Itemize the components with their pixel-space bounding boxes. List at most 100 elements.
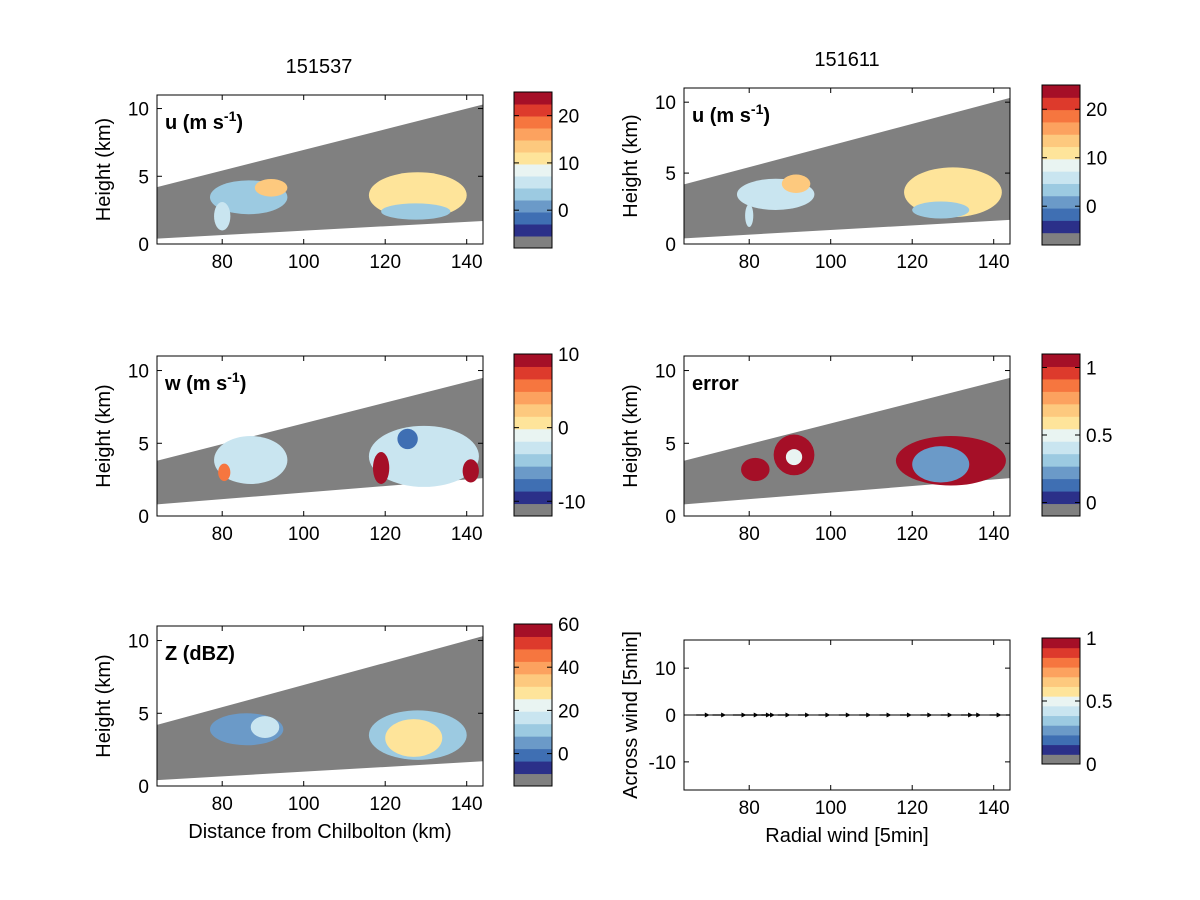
colorbar-band	[1042, 478, 1080, 492]
colorbar-band	[1042, 453, 1080, 467]
colorbar-band	[1042, 491, 1080, 505]
y-tick-label: 5	[138, 167, 149, 188]
panel-label-err: error	[692, 373, 739, 395]
colorbar-band	[514, 761, 552, 775]
colorbar-band	[514, 503, 552, 517]
echo-region-w1-0	[214, 436, 288, 484]
colorbar-frame	[513, 623, 553, 787]
colorbar-frame	[1041, 84, 1081, 246]
y-tick-label: 10	[655, 659, 676, 680]
x-tick-label: 80	[739, 798, 760, 819]
colorbar-tick-label: 20	[558, 701, 579, 722]
colorbar-band	[1042, 403, 1080, 417]
y-tick-label: -10	[649, 753, 676, 774]
colorbar-tick-label: 0	[1086, 197, 1097, 218]
panel-u1: 80 100 120 140 0 5 10 Height (km) u (m s-1) 0 10 20	[93, 91, 579, 273]
x-tick-label: 80	[212, 252, 233, 273]
panel-z: 80 100 120 140 0 5 10 Height (km) Distance from …	[93, 615, 579, 843]
colorbar-band	[1042, 378, 1080, 392]
echo-region-w1-5	[397, 428, 418, 450]
colorbar-band	[514, 466, 552, 480]
colorbar-band	[514, 723, 552, 737]
colorbar-band	[1042, 220, 1080, 234]
colorbar-band	[1042, 647, 1080, 658]
axes-frame-w1	[156, 355, 484, 517]
colorbar-band	[1042, 158, 1080, 172]
panel-label-tail: )	[763, 105, 770, 127]
x-tick-label: 120	[896, 798, 928, 819]
wind-arrow-head	[906, 712, 912, 718]
colorbar-q: 00.51	[1041, 629, 1112, 776]
colorbar-band	[514, 736, 552, 750]
echo-region-u2-4	[912, 201, 970, 219]
x-tick-label: 140	[451, 794, 483, 815]
colorbar-band	[1042, 657, 1080, 668]
colorbar-band	[1042, 441, 1080, 455]
axes-frame-z	[156, 625, 484, 787]
axes-frame-err	[683, 355, 1011, 517]
echo-region-z-3	[385, 719, 443, 757]
echo-region-err-3	[912, 446, 970, 483]
colorbar-band	[1042, 734, 1080, 746]
colorbar-tick-label: 0	[1086, 755, 1097, 776]
colorbar-band	[1042, 366, 1080, 380]
x-tick-label: 120	[369, 794, 401, 815]
colorbar-band	[1042, 725, 1080, 736]
panel-label-tail: )	[240, 373, 247, 395]
colorbar-band	[514, 140, 552, 153]
colorbar-band	[514, 686, 552, 700]
wind-arrow-head	[845, 712, 851, 718]
wind-arrow-head	[1013, 713, 1018, 718]
x-tick-label: 100	[288, 794, 320, 815]
x-tick-label: 140	[978, 252, 1010, 273]
colorbar-band	[1042, 416, 1080, 430]
x-tick-label: 80	[212, 524, 233, 545]
colorbar-band	[514, 128, 552, 141]
x-tick-label: 140	[451, 252, 483, 273]
x-tick-label: 120	[369, 524, 401, 545]
colorbar-band	[1042, 715, 1080, 726]
colorbar-tick-label: 20	[1086, 100, 1107, 121]
echo-region-w1-1	[368, 425, 479, 487]
y-tick-label: 0	[138, 235, 149, 256]
colorbar-band	[514, 673, 552, 687]
panel-label-w1: w (m s-1)	[164, 369, 246, 395]
y-tick-label: 0	[138, 777, 149, 798]
wind-arrow-head	[927, 712, 933, 718]
colorbar-band	[1042, 97, 1080, 111]
x-tick-label: 140	[451, 524, 483, 545]
wind-arrow-head	[996, 712, 1002, 718]
y-tick-label: 5	[665, 434, 676, 455]
colorbar-band	[514, 188, 552, 201]
x-tick-label: 100	[815, 798, 847, 819]
echo-region-w1-3	[462, 459, 479, 483]
colorbar-band	[514, 200, 552, 213]
colorbar-band	[514, 478, 552, 492]
wind-arrow-head	[947, 712, 953, 718]
colorbar-band	[514, 164, 552, 177]
y-axis-label: Across wind [5min]	[620, 631, 642, 799]
colorbar-band	[514, 366, 552, 380]
y-axis-label: Height (km)	[620, 114, 642, 217]
colorbar-tick-label: 1	[1086, 359, 1097, 380]
colorbar-w1: -10 0 10	[513, 345, 585, 517]
colorbar-tick-label: 0	[558, 745, 569, 766]
y-tick-label: 10	[655, 362, 676, 383]
colorbar-band	[1042, 183, 1080, 197]
colorbar-tick-label: 0.5	[1086, 692, 1112, 713]
x-tick-label: 80	[212, 794, 233, 815]
wind-arrow-head	[825, 712, 831, 718]
colorbar-band	[1042, 503, 1080, 517]
plot-area-u1	[157, 104, 483, 239]
colorbar-band	[514, 773, 552, 787]
colorbar-band	[514, 354, 552, 367]
colorbar-band	[514, 491, 552, 505]
axes-frame-u1	[156, 94, 484, 245]
wind-arrow-head	[976, 712, 982, 718]
colorbar-band	[1042, 744, 1080, 755]
colorbar-band	[1042, 121, 1080, 135]
